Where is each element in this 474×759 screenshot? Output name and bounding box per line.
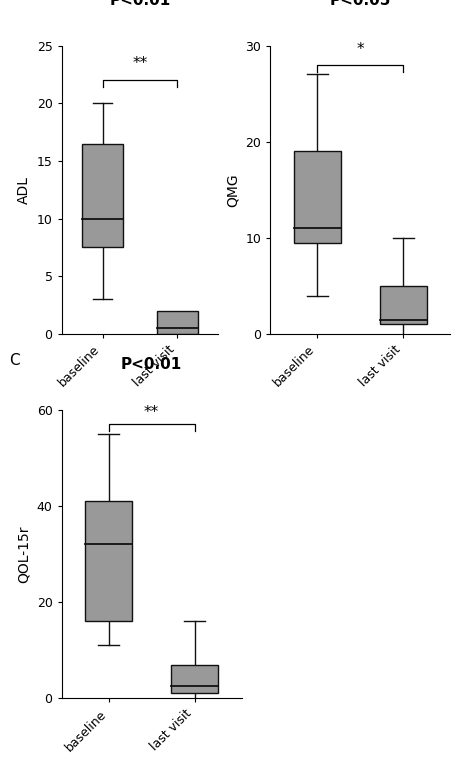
Y-axis label: QOL-15r: QOL-15r	[17, 525, 31, 583]
Text: C: C	[9, 353, 20, 368]
Text: P<0.01: P<0.01	[109, 0, 171, 8]
Text: P<0.01: P<0.01	[121, 357, 182, 373]
Y-axis label: QMG: QMG	[226, 173, 240, 206]
Text: P<0.05: P<0.05	[329, 0, 391, 8]
Bar	[380, 286, 427, 324]
Text: **: **	[144, 405, 159, 420]
Y-axis label: ADL: ADL	[17, 176, 31, 203]
Bar	[85, 501, 132, 622]
Bar	[171, 665, 218, 694]
Bar	[82, 143, 123, 247]
Text: **: **	[132, 56, 147, 71]
Bar	[156, 311, 198, 334]
Bar	[294, 151, 341, 243]
Text: *: *	[356, 42, 364, 57]
